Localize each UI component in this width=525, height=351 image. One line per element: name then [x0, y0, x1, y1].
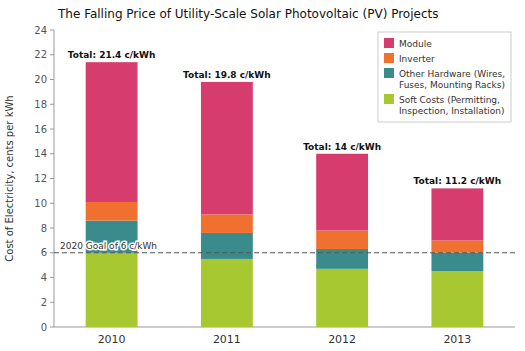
x-tick-label: 2013 — [443, 333, 471, 346]
legend-swatch — [384, 68, 394, 78]
y-tick-label: 22 — [34, 49, 47, 60]
y-tick-label: 4 — [41, 272, 47, 283]
bar-segment — [431, 240, 483, 252]
legend-label: Soft Costs (Permitting,Inspection, Insta… — [399, 95, 505, 116]
bar-segment — [316, 249, 368, 269]
y-tick-label: 2 — [41, 297, 47, 308]
legend-swatch — [384, 94, 394, 104]
y-tick-label: 0 — [41, 322, 47, 333]
y-tick-label: 18 — [34, 99, 47, 110]
chart: The Falling Price of Utility-Scale Solar… — [0, 0, 525, 351]
legend-label: Other Hardware (Wires,Fuses, Mounting Ra… — [399, 69, 505, 90]
bar-segment — [201, 214, 253, 233]
goal-line — [54, 252, 515, 253]
annotations: 2020 Goal of 6 c/kWh — [60, 241, 157, 251]
bar-segment — [201, 259, 253, 327]
bar-segment — [316, 230, 368, 249]
total-label: Total: 19.8 c/kWh — [183, 70, 271, 80]
total-label: Total: 14 c/kWh — [303, 142, 381, 152]
bar-segment — [431, 188, 483, 240]
bar-segment — [316, 154, 368, 231]
y-tick — [50, 178, 54, 179]
y-tick-label: 14 — [34, 148, 47, 159]
bar-segment — [431, 253, 483, 272]
legend-swatch — [384, 53, 394, 63]
y-tick — [50, 203, 54, 204]
bar-segment — [316, 269, 368, 327]
legend-label: Module — [399, 39, 432, 49]
y-axis-line — [54, 30, 55, 327]
y-tick — [50, 129, 54, 130]
y-tick-label: 12 — [34, 173, 47, 184]
bar-segment — [201, 233, 253, 259]
goal-label: 2020 Goal of 6 c/kWh — [60, 241, 157, 251]
y-tick-label: 16 — [34, 124, 47, 135]
title: The Falling Price of Utility-Scale Solar… — [57, 7, 438, 21]
y-tick — [50, 252, 54, 253]
x-axis: 2010 2011 2012 2013 — [54, 327, 515, 346]
y-axis: 024681012141618202224 — [34, 25, 54, 333]
y-tick — [50, 30, 54, 31]
y-tick — [50, 153, 54, 154]
y-tick-label: 6 — [41, 247, 47, 258]
y-tick-label: 10 — [34, 198, 47, 209]
y-tick — [50, 54, 54, 55]
y-tick — [50, 302, 54, 303]
legend-swatch — [384, 38, 394, 48]
y-tick — [50, 104, 54, 105]
legend-label: Inverter — [399, 54, 435, 64]
x-tick-label: 2011 — [213, 333, 241, 346]
y-tick — [50, 277, 54, 278]
total-label: Total: 21.4 c/kWh — [68, 50, 156, 60]
bar-segment — [86, 202, 138, 221]
y-tick-label: 24 — [34, 25, 47, 36]
y-tick — [50, 228, 54, 229]
bar-segment — [86, 62, 138, 202]
y-tick-label: 8 — [41, 223, 47, 234]
y-tick — [50, 79, 54, 80]
x-tick-label: 2012 — [328, 333, 356, 346]
goal-line-group — [54, 252, 515, 253]
y-tick-label: 20 — [34, 74, 47, 85]
bar-segment — [86, 253, 138, 327]
legend: Module Inverter Other Hardware (Wires,Fuse… — [378, 32, 511, 122]
y-tick — [50, 327, 54, 328]
x-tick-label: 2010 — [98, 333, 126, 346]
legend-box — [378, 32, 511, 122]
total-label: Total: 11.2 c/kWh — [414, 176, 502, 186]
y-axis-label: Cost of Electricity, cents per kWh — [4, 95, 15, 261]
bar-segment — [201, 82, 253, 214]
bar-segment — [431, 271, 483, 327]
